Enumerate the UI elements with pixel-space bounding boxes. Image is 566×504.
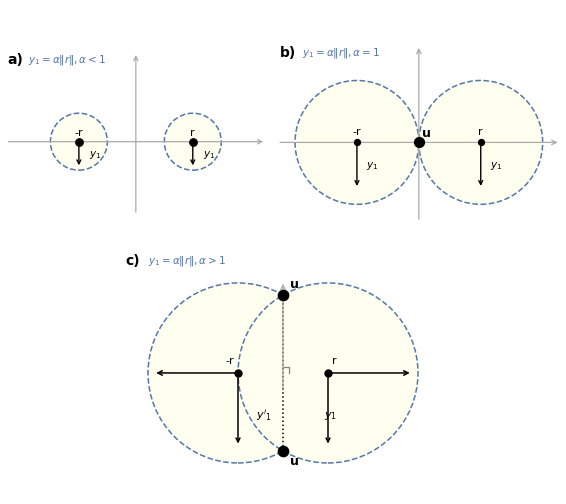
Point [188,138,198,146]
Point [476,139,485,147]
Circle shape [295,81,419,204]
Text: $y_1=\alpha\|r\|,\alpha<1$: $y_1=\alpha\|r\|,\alpha<1$ [28,53,106,67]
Point [278,291,288,299]
Text: $y_1$: $y_1$ [366,160,378,172]
Circle shape [50,113,108,170]
Text: r: r [191,128,195,138]
Text: r: r [478,127,483,137]
Circle shape [148,283,328,463]
Text: $y_1=\alpha\|r\|,\alpha>1$: $y_1=\alpha\|r\|,\alpha>1$ [148,254,226,268]
Text: $y_1=\alpha\|r\|,\alpha=1$: $y_1=\alpha\|r\|,\alpha=1$ [302,46,380,60]
Text: -r: -r [226,356,234,366]
Text: -r: -r [353,127,361,137]
Point [278,447,288,455]
Circle shape [164,113,221,170]
Text: u: u [290,455,299,468]
Text: $y_1$: $y_1$ [324,410,337,422]
Text: $y_1$: $y_1$ [203,149,215,160]
Point [324,369,333,377]
Point [233,369,242,377]
Text: c): c) [126,254,140,268]
Text: u: u [422,127,431,140]
Circle shape [238,283,418,463]
Point [74,138,83,146]
Circle shape [419,81,543,204]
Text: a): a) [8,53,24,67]
Point [414,139,423,147]
Text: $y_1$: $y_1$ [89,149,101,160]
Text: -r: -r [75,128,83,138]
Text: r: r [332,356,336,366]
Text: b): b) [280,46,296,60]
Text: $y_1$: $y_1$ [490,160,502,172]
Point [353,139,362,147]
Text: $y'_1$: $y'_1$ [256,408,272,423]
Text: u: u [290,278,299,291]
